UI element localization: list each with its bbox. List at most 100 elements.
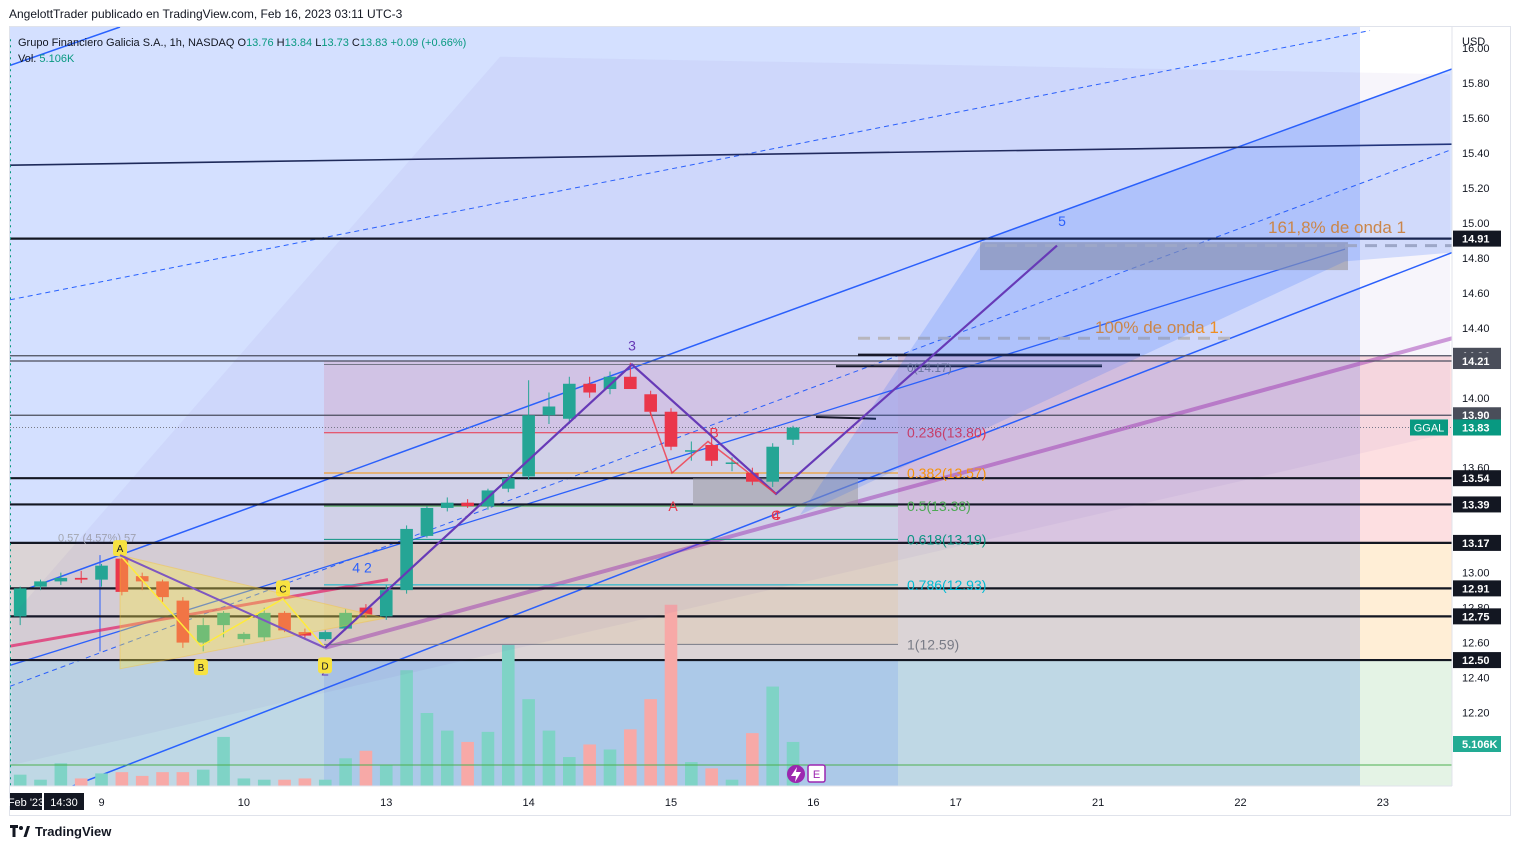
abcd-badge bbox=[318, 657, 332, 674]
volume-bar bbox=[725, 779, 739, 786]
triangle-pattern bbox=[119, 554, 386, 670]
x-tick-7: 16 bbox=[807, 797, 819, 809]
y-tick-10: 14.60 bbox=[1462, 288, 1490, 300]
volume-bar bbox=[176, 772, 190, 786]
abcd-badge-label-2: C bbox=[279, 584, 286, 595]
ticker-badge bbox=[1410, 419, 1448, 436]
annotation-onda-161: 161,8% de onda 1 bbox=[1268, 218, 1406, 237]
legend-open: 13.76 bbox=[246, 37, 274, 49]
volume-bar bbox=[237, 778, 251, 786]
volume-bar bbox=[379, 764, 393, 786]
volume-bar bbox=[359, 750, 373, 786]
legend-high: 13.84 bbox=[284, 37, 313, 49]
annotation-onda-100: 100% de onda 1. bbox=[1095, 318, 1224, 337]
candle bbox=[176, 600, 190, 643]
candle bbox=[624, 376, 637, 390]
x-tick-badge bbox=[44, 793, 84, 810]
candle bbox=[318, 632, 332, 640]
abcd-badge bbox=[113, 540, 127, 557]
x-tick-4: 13 bbox=[380, 797, 392, 809]
legend-vol-value: 5.106K bbox=[39, 53, 75, 65]
candle bbox=[766, 446, 779, 482]
abc-correction-path bbox=[649, 411, 777, 495]
price-tag bbox=[1453, 470, 1501, 487]
fib-zone-0-0236 bbox=[324, 361, 898, 433]
wave-label-4: 5 bbox=[1058, 213, 1066, 229]
price-tag-label-3: 13.90 bbox=[1462, 410, 1490, 422]
purple-trendline bbox=[324, 336, 1452, 650]
channel-upper-line bbox=[13, 68, 1452, 595]
chart-legend: Grupo Financiero Galicia S.A., 1h, NASDA… bbox=[18, 35, 466, 67]
x-tick-3: 10 bbox=[238, 797, 250, 809]
footer: TradingView bbox=[10, 824, 111, 839]
y-tick-2: 12.40 bbox=[1462, 673, 1490, 685]
candle bbox=[746, 472, 759, 482]
x-tick-badge bbox=[10, 793, 42, 810]
volume-bar bbox=[624, 729, 637, 786]
volume-bar bbox=[461, 741, 474, 786]
price-tag bbox=[1453, 230, 1501, 247]
candle bbox=[95, 565, 108, 580]
wave-label-6: B bbox=[709, 425, 718, 441]
x-tick-8: 17 bbox=[950, 797, 962, 809]
price-tag bbox=[1453, 534, 1501, 551]
volume-bar bbox=[522, 699, 535, 786]
volume-bar bbox=[95, 773, 108, 786]
price-tag-label-2: 14.21 bbox=[1462, 356, 1490, 368]
x-tick-5: 14 bbox=[523, 797, 535, 809]
wave-label-3: 4 bbox=[772, 507, 780, 523]
candle bbox=[461, 502, 474, 507]
x-tick-6: 15 bbox=[665, 797, 677, 809]
wave-label-5: A bbox=[668, 498, 678, 514]
volume-bar bbox=[298, 778, 312, 786]
candle bbox=[237, 633, 251, 640]
price-tag-label-8: 12.91 bbox=[1462, 583, 1490, 595]
candle bbox=[664, 411, 678, 447]
red-trendline bbox=[10, 578, 389, 648]
y-tick-3: 12.60 bbox=[1462, 638, 1490, 650]
price-tag-label-9: 12.75 bbox=[1462, 611, 1490, 623]
candle bbox=[786, 427, 800, 440]
candle bbox=[542, 406, 556, 416]
channel-fill-upper bbox=[800, 68, 1452, 515]
range-zone-red bbox=[898, 355, 1452, 543]
elliott-wave-12 bbox=[119, 554, 326, 649]
y-tick-11: 14.80 bbox=[1462, 253, 1490, 265]
purple-zone bbox=[12, 56, 1450, 766]
legend-vol-label[interactable]: Vol. bbox=[18, 53, 37, 65]
volume-bar bbox=[217, 736, 230, 786]
fib-zone-lower bbox=[324, 432, 898, 645]
legend-low-label: L bbox=[315, 37, 322, 49]
channel-inner-line bbox=[10, 248, 1346, 666]
y-tick-9: 14.40 bbox=[1462, 323, 1490, 335]
volume-bar bbox=[54, 763, 68, 786]
candle bbox=[298, 632, 312, 636]
plot-area: 0.236(13.80) 0.382(13.57) 0.5(13.38) 0.618(… bbox=[10, 27, 1452, 786]
fib-label-5: 1(12.59) bbox=[907, 636, 959, 652]
earnings-icon bbox=[807, 764, 826, 783]
x-tick-10: 22 bbox=[1234, 797, 1246, 809]
volume-bar bbox=[74, 778, 88, 786]
fib-label-3: 0.618(13.19) bbox=[907, 531, 986, 547]
price-tag-label-6: 13.39 bbox=[1462, 499, 1490, 511]
legend-symbol[interactable]: Grupo Financiero Galicia S.A., 1h, NASDA… bbox=[18, 37, 235, 49]
footer-brand[interactable]: TradingView bbox=[35, 824, 112, 839]
volume-bar bbox=[318, 779, 332, 786]
price-axis-currency: USD bbox=[1462, 36, 1485, 48]
y-tick-13: 15.20 bbox=[1462, 183, 1490, 195]
volume-tag bbox=[1453, 736, 1501, 752]
y-tick-15: 15.60 bbox=[1462, 113, 1490, 125]
price-tag-label-10: 12.50 bbox=[1462, 655, 1490, 667]
candle bbox=[34, 581, 47, 587]
range-zone-orange bbox=[10, 542, 1452, 661]
candle bbox=[563, 383, 576, 419]
fib-top-label: 0(14.17) bbox=[907, 361, 952, 375]
price-tag-label-0: 14.91 bbox=[1462, 234, 1490, 246]
candle bbox=[135, 576, 149, 582]
candle bbox=[725, 462, 739, 464]
wave-label-2: 3 bbox=[628, 337, 636, 353]
legend-close-label: C bbox=[351, 37, 360, 49]
x-tick-1: 14:30 bbox=[50, 797, 78, 809]
candle bbox=[13, 588, 27, 617]
